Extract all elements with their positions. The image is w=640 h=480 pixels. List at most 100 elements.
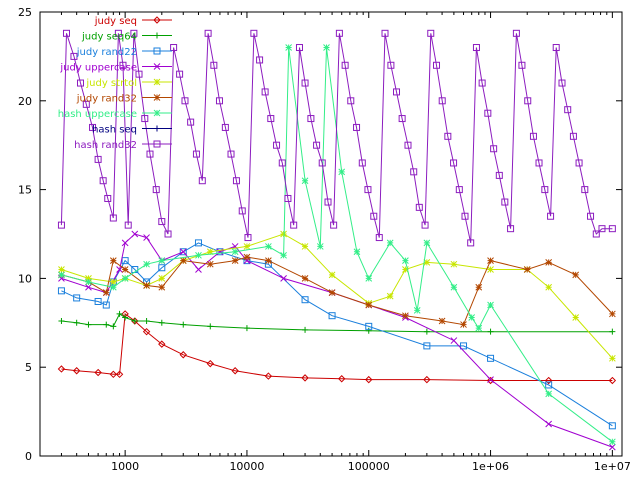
data-point <box>130 29 138 37</box>
data-point <box>195 266 202 273</box>
y-tick-label: 20 <box>18 95 32 108</box>
data-point <box>290 221 298 229</box>
data-point <box>572 314 580 321</box>
data-point <box>109 283 117 291</box>
data-point <box>609 328 616 335</box>
data-point <box>423 259 431 266</box>
data-point <box>153 109 161 117</box>
data-point <box>545 283 553 291</box>
data-point <box>328 312 336 320</box>
data-point <box>154 125 160 132</box>
data-point <box>153 140 161 148</box>
y-tick-label: 5 <box>25 361 32 374</box>
data-point <box>280 230 287 238</box>
data-point <box>206 359 214 368</box>
data-point <box>318 159 326 167</box>
data-point <box>338 375 346 383</box>
data-point <box>116 266 123 273</box>
data-point <box>328 289 336 296</box>
data-point <box>365 327 372 334</box>
data-point <box>386 292 394 300</box>
data-point <box>487 328 494 335</box>
data-point <box>387 61 395 69</box>
series-8 <box>57 29 616 247</box>
data-point <box>273 141 281 149</box>
data-point <box>438 97 446 105</box>
data-point <box>153 94 161 101</box>
data-point <box>365 301 373 309</box>
data-point <box>102 289 110 296</box>
data-point <box>82 100 90 108</box>
data-point <box>365 275 373 282</box>
data-point <box>179 257 187 264</box>
data-point <box>608 422 616 430</box>
data-point <box>375 234 383 242</box>
data-point <box>285 44 293 51</box>
data-point <box>58 318 65 325</box>
data-point <box>179 248 187 256</box>
data-point <box>231 367 239 375</box>
legend-label: judy rand22 <box>76 47 137 58</box>
legend-label: judy uppercase <box>59 63 137 74</box>
data-point <box>176 70 184 78</box>
data-point <box>141 115 149 123</box>
data-point <box>545 259 553 266</box>
data-point <box>581 186 589 194</box>
data-point <box>143 282 150 289</box>
data-point <box>85 283 92 291</box>
data-point <box>154 32 160 39</box>
data-point <box>335 29 343 37</box>
data-point <box>210 61 218 69</box>
data-point <box>341 61 349 69</box>
data-point <box>110 323 117 330</box>
data-point <box>402 257 409 264</box>
data-point <box>478 79 486 87</box>
data-point <box>450 159 458 167</box>
data-point <box>264 372 273 380</box>
y-tick-label: 15 <box>18 184 32 197</box>
data-point <box>103 321 110 328</box>
data-point <box>592 230 600 238</box>
data-point <box>179 248 187 256</box>
data-point <box>143 234 150 241</box>
data-point <box>256 56 264 64</box>
data-point <box>415 203 423 211</box>
data-point <box>323 44 330 51</box>
data-point <box>164 230 172 238</box>
data-point <box>153 16 161 24</box>
data-point <box>398 115 406 123</box>
data-point <box>70 52 78 60</box>
data-point <box>115 370 124 379</box>
data-point <box>238 207 246 215</box>
data-point <box>295 44 303 52</box>
series-line <box>61 242 613 427</box>
data-point <box>547 212 555 220</box>
series-line <box>61 233 613 359</box>
x-tick-label: 1000 <box>111 460 139 473</box>
y-tick-label: 25 <box>18 6 32 19</box>
data-point <box>301 177 309 185</box>
data-point <box>153 63 161 70</box>
data-point <box>421 221 429 229</box>
data-point <box>365 375 373 384</box>
y-axis-ticks: 0 5 10 15 20 25 <box>18 6 622 463</box>
data-point <box>170 44 178 52</box>
data-point <box>109 214 117 222</box>
series-6 <box>58 44 616 446</box>
data-point <box>194 239 202 247</box>
data-point <box>572 271 580 279</box>
data-point <box>381 29 389 37</box>
data-point <box>73 294 81 302</box>
data-point <box>487 301 494 309</box>
data-point <box>450 337 458 344</box>
x-tick-label: 1e+07 <box>594 460 631 473</box>
data-point <box>444 132 452 140</box>
data-point <box>302 326 309 333</box>
data-point <box>353 248 361 256</box>
data-point <box>301 243 309 250</box>
data-point <box>158 319 165 326</box>
data-point <box>187 118 195 126</box>
series-layer <box>57 29 617 451</box>
data-point <box>609 438 616 446</box>
x-tick-label: 100000 <box>348 460 390 473</box>
